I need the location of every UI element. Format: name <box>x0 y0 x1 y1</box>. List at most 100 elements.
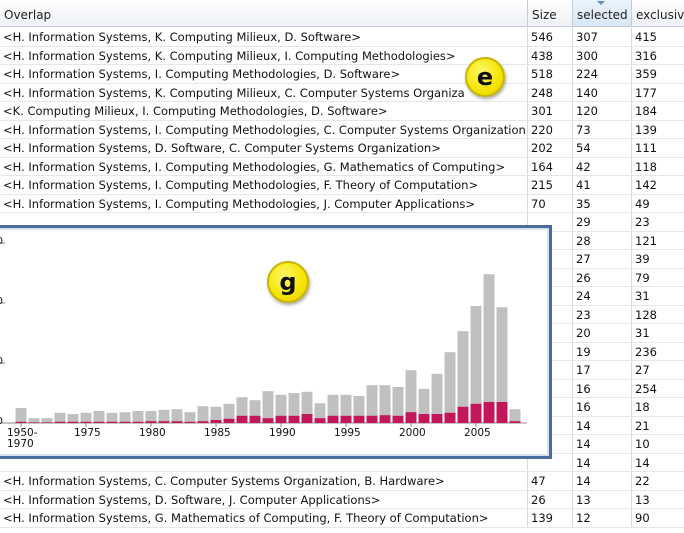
table-cell: 202 <box>528 139 573 158</box>
table-cell: <H. Information Systems, I. Computing Me… <box>0 65 528 84</box>
bar <box>379 415 391 423</box>
bar <box>275 394 287 423</box>
bar <box>275 415 287 423</box>
bar <box>223 418 235 423</box>
chart-panel: g 0 100 200 300 1950-1970 1975 1980 1985 1990 199… <box>0 225 552 459</box>
table-cell: 26 <box>573 268 632 287</box>
bar <box>41 422 53 423</box>
table-cell: 14 <box>573 453 632 472</box>
table-cell: <H. Information Systems, I. Computing Me… <box>0 194 528 213</box>
bar <box>470 403 482 423</box>
table-cell: 518 <box>528 65 573 84</box>
table-cell: 438 <box>528 46 573 65</box>
table-cell: 49 <box>632 195 684 213</box>
table-cell: 21 <box>632 417 684 435</box>
table-cell: 28 <box>573 231 632 250</box>
table-cell: 16 <box>573 398 632 417</box>
bar <box>470 306 482 423</box>
bar <box>379 385 391 423</box>
table-cell: 164 <box>528 157 573 176</box>
table-cell: 27 <box>573 250 632 269</box>
table-cell: 90 <box>632 509 684 528</box>
bar <box>132 411 144 423</box>
bar <box>132 421 144 423</box>
table-cell <box>528 453 573 472</box>
table-cell: <H. Information Systems, C. Computer Sys… <box>0 472 528 491</box>
y-tick-label: 100 <box>0 356 3 367</box>
bar <box>210 406 222 423</box>
bar <box>340 394 352 423</box>
bar <box>15 408 27 423</box>
bar <box>106 412 118 423</box>
table-cell: <H. Information Systems, K. Computing Mi… <box>0 46 528 65</box>
sort-indicator <box>597 1 605 5</box>
table-cell: 20 <box>573 324 632 343</box>
table-cell: 184 <box>632 102 684 121</box>
table-cell: 23 <box>632 213 684 232</box>
annotation-badge: g <box>267 261 309 303</box>
table-cell: 14 <box>632 454 684 472</box>
bar <box>93 421 105 423</box>
table-cell: 224 <box>573 65 632 84</box>
bar <box>366 385 378 423</box>
bar <box>67 421 79 423</box>
table-cell: 254 <box>632 380 684 398</box>
bar <box>314 418 326 423</box>
annotation-badge: e <box>465 57 505 97</box>
bar <box>353 396 365 423</box>
bar <box>197 421 209 423</box>
bar <box>28 422 40 423</box>
table-cell: 359 <box>632 65 684 84</box>
table-cell: 29 <box>573 213 632 232</box>
bar <box>444 352 456 423</box>
table-cell: 220 <box>528 120 573 139</box>
bar <box>67 414 79 423</box>
bar <box>327 394 339 423</box>
bar <box>496 402 508 423</box>
bar <box>431 414 443 423</box>
bar <box>392 387 404 423</box>
bar <box>28 418 40 423</box>
bar <box>184 412 196 423</box>
table-cell <box>0 453 528 472</box>
bar <box>15 421 27 423</box>
table-cell: 12 <box>573 509 632 528</box>
table-cell: 26 <box>528 490 573 509</box>
table-cell: 307 <box>573 28 632 47</box>
table-cell: <H. Information Systems, I. Computing Me… <box>0 120 528 139</box>
bar <box>392 415 404 423</box>
bar <box>457 331 469 423</box>
bar <box>301 391 313 423</box>
x-tick-label: 1995 <box>334 427 361 439</box>
table-cell: 18 <box>632 398 684 417</box>
table-cell: 120 <box>573 102 632 121</box>
table-cell: 111 <box>632 139 684 158</box>
table-cell: 177 <box>632 84 684 102</box>
x-tick-label: 2000 <box>399 427 426 439</box>
bar <box>54 412 66 423</box>
bar <box>93 411 105 423</box>
table-cell: 19 <box>573 342 632 361</box>
bar <box>145 421 157 423</box>
table-cell: <K. Computing Milieux, I. Computing Meth… <box>0 102 528 121</box>
bar <box>223 403 235 423</box>
table-cell: 31 <box>632 324 684 343</box>
x-tick-label: 1975 <box>74 427 101 439</box>
bar <box>184 421 196 423</box>
x-tick-label: 1950-1970 <box>7 427 38 450</box>
table-cell: 42 <box>573 157 632 176</box>
table-cell: <H. Information Systems, I. Computing Me… <box>0 176 528 195</box>
bar <box>288 393 300 423</box>
column-header: Overlap <box>0 0 528 27</box>
bar <box>353 415 365 423</box>
table-cell: 14 <box>573 472 632 491</box>
table-cell: <H. Information Systems, K. Computing Mi… <box>0 28 528 47</box>
bar <box>262 391 274 423</box>
bar <box>418 414 430 423</box>
bar <box>41 418 53 423</box>
bar <box>249 400 261 423</box>
table-cell: 236 <box>632 343 684 361</box>
bar <box>119 412 131 423</box>
bar <box>288 415 300 423</box>
